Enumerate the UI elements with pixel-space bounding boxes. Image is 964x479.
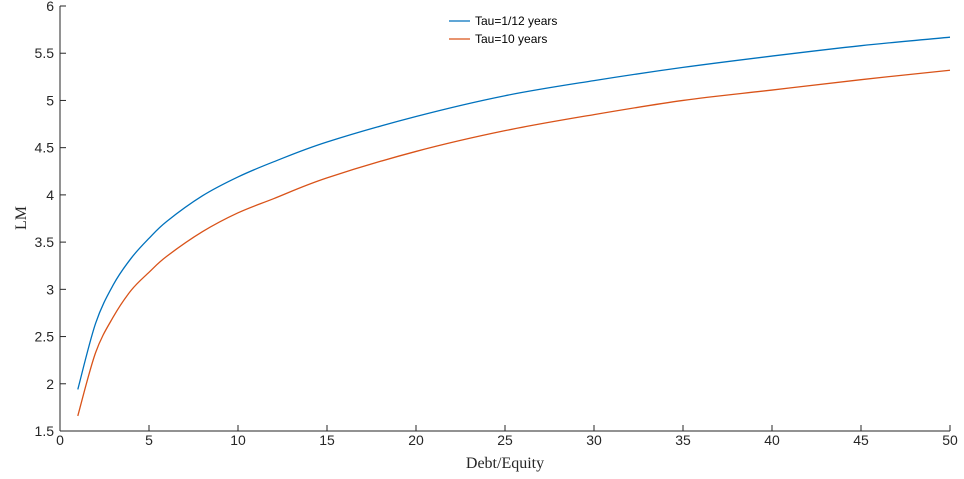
y-tick-label: 5.5 (35, 45, 55, 61)
legend: Tau=1/12 years Tau=10 years (449, 14, 557, 46)
y-tick-label: 3.5 (35, 234, 55, 250)
x-tick-label: 5 (145, 432, 153, 448)
y-tick-label: 4.5 (35, 140, 55, 156)
y-tick-label: 5 (46, 92, 54, 108)
x-tick-label: 35 (675, 432, 691, 448)
y-tick-label: 2.5 (35, 329, 55, 345)
x-axis-label: Debt/Equity (466, 455, 544, 472)
x-tick-label: 15 (319, 432, 335, 448)
x-tick-label: 25 (497, 432, 513, 448)
x-tick-label: 40 (764, 432, 780, 448)
y-tick-label: 3 (46, 281, 54, 297)
chart-axes (59, 6, 950, 432)
x-tick-label: 50 (942, 432, 958, 448)
y-tick-group: 1.5 2 2.5 3 3.5 4 4.5 5 5.5 6 (35, 0, 66, 439)
legend-label-1: Tau=1/12 years (475, 14, 557, 28)
x-tick-group: 0 5 10 15 20 25 30 35 40 45 50 (56, 425, 958, 448)
y-axis-label: LM (13, 206, 30, 230)
y-tick-label: 4 (46, 187, 54, 203)
x-tick-label: 20 (408, 432, 424, 448)
series-group (77, 36, 951, 417)
series-line-2 (77, 69, 951, 417)
x-tick-label: 45 (853, 432, 869, 448)
x-tick-label: 10 (230, 432, 246, 448)
y-tick-label: 6 (46, 0, 54, 14)
y-tick-label: 1.5 (35, 423, 55, 439)
legend-label-2: Tau=10 years (475, 32, 547, 46)
y-tick-label: 2 (46, 376, 54, 392)
x-tick-label: 0 (56, 432, 64, 448)
x-tick-label: 30 (586, 432, 602, 448)
series-line-1 (77, 36, 951, 390)
